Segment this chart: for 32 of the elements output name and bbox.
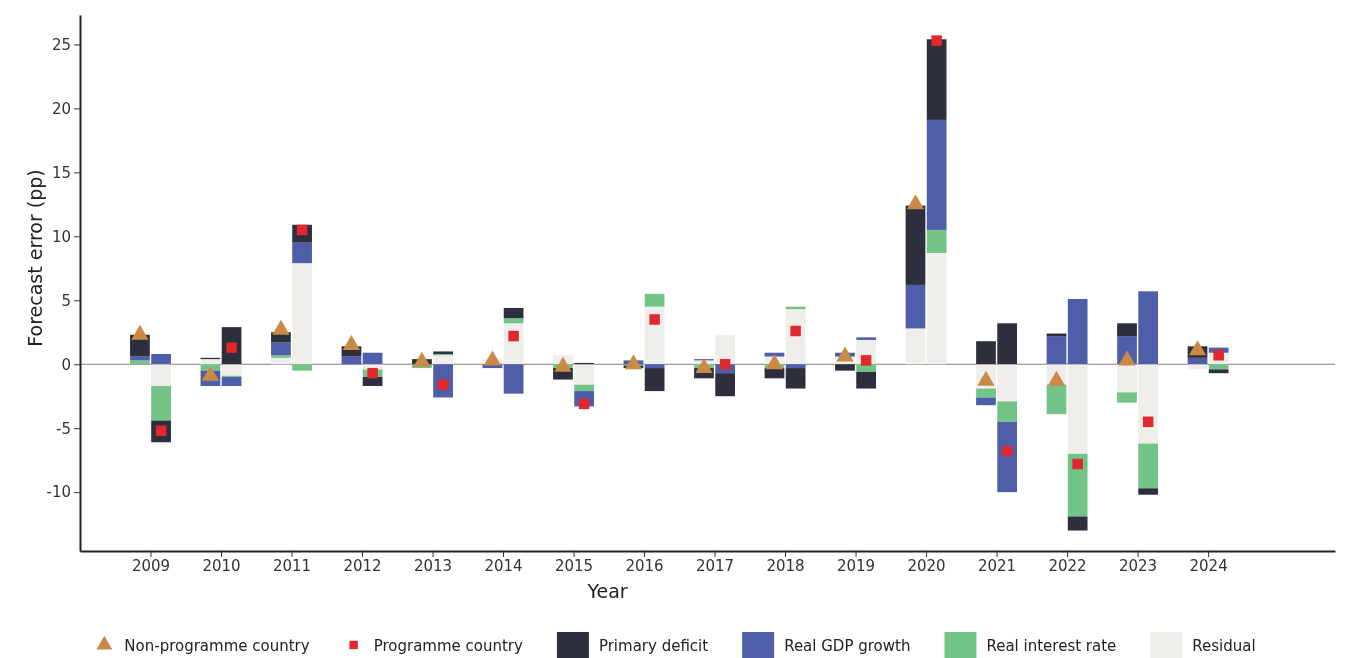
y-tick-label: 0 [61, 355, 71, 374]
x-tick-label: 2023 [1118, 556, 1158, 575]
y-axis-title: Forecast error (pp) [24, 169, 46, 347]
y-tick-label: 25 [51, 35, 71, 54]
x-tick-label: 2014 [484, 556, 523, 575]
y-tick-label: -5 [56, 419, 71, 438]
y-tick-label: 10 [51, 227, 71, 246]
y-tick-label: -10 [46, 483, 71, 502]
x-tick-label: 2024 [1189, 556, 1228, 575]
x-tick-label: 2021 [977, 556, 1017, 575]
x-tick-label: 2020 [907, 556, 946, 575]
x-tick-label: 2019 [836, 556, 876, 575]
legend-label: Programme country [373, 637, 524, 655]
x-tick-label: 2012 [343, 556, 382, 575]
legend-label: Non-programme country [124, 637, 310, 655]
x-tick-label: 2015 [554, 556, 594, 575]
x-tick-label: 2011 [272, 556, 312, 575]
x-tick-label: 2009 [131, 556, 171, 575]
x-tick-label: 2018 [766, 556, 805, 575]
x-tick-label: 2010 [202, 556, 241, 575]
y-tick-label: 15 [51, 163, 71, 182]
y-tick-label: 20 [51, 99, 71, 118]
legend-label: Residual [1192, 637, 1256, 655]
x-tick-label: 2022 [1048, 556, 1087, 575]
x-axis-title: Year [586, 580, 628, 602]
legend-label: Primary deficit [598, 637, 709, 655]
legend-label: Real interest rate [986, 637, 1117, 655]
x-tick-label: 2013 [413, 556, 453, 575]
y-tick-label: 5 [61, 291, 71, 310]
legend-label: Real GDP growth [784, 637, 911, 655]
x-tick-label: 2017 [695, 556, 735, 575]
x-tick-label: 2016 [625, 556, 664, 575]
